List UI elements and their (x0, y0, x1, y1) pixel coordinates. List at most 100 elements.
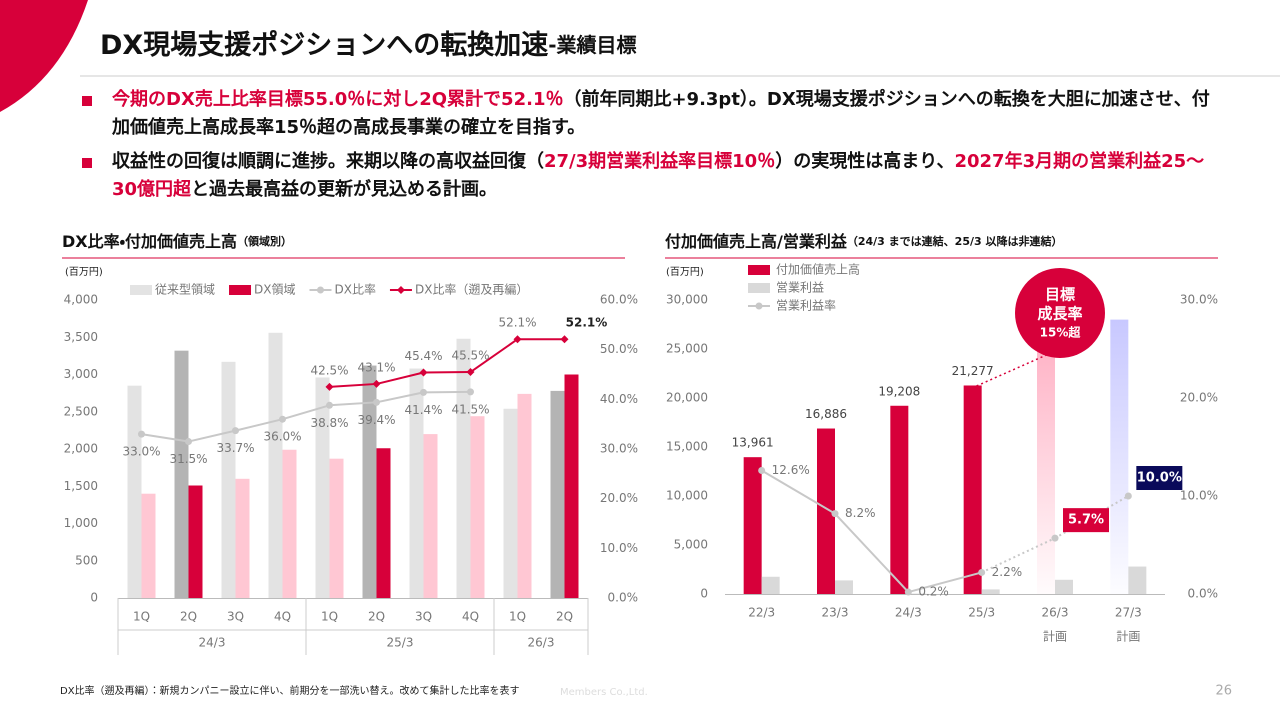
bar (1037, 344, 1055, 594)
line-segment (376, 391, 424, 404)
y-tick-label: 30,000 (666, 293, 708, 307)
bar-value-label: 13,961 (732, 436, 774, 450)
y-tick-label: 1,000 (64, 516, 98, 530)
line-segment (329, 401, 377, 407)
line-value-label: 0.2% (918, 585, 949, 599)
line-marker (1051, 534, 1059, 542)
bar (362, 365, 377, 598)
line-value-label: 36.0% (263, 430, 301, 444)
corner-decoration (0, 0, 88, 112)
legend-swatch (755, 302, 763, 310)
bar-value-label: 21,277 (952, 364, 994, 378)
group-label: 26/3 (528, 636, 555, 650)
line-value-label: 5.7% (1068, 513, 1104, 528)
line-value-label: 12.6% (772, 463, 810, 477)
bar (890, 405, 909, 594)
legend-label: DX比率（遡及再編） (415, 282, 528, 297)
line-segment (1054, 495, 1129, 540)
bar (1110, 319, 1129, 594)
bullet-text: ）の実現性は高まり、 (775, 151, 955, 172)
line-marker (904, 588, 912, 596)
bar (376, 448, 391, 598)
legend-label: 営業利益 (776, 281, 824, 295)
legend-swatch (229, 285, 252, 295)
line-marker (326, 401, 333, 409)
line-value-label: 43.1% (357, 360, 395, 374)
x-tick-label: 4Q (462, 610, 479, 624)
bar (409, 368, 424, 598)
bullet-text: （前年同期比+9.3pt）。DX現場支援ポジションへの転換を大胆に加速させ、付加… (112, 89, 1210, 138)
slide-title: DX現場支援ポジションへの転換加速-業績目標 (100, 30, 637, 61)
value-label-box (1063, 508, 1109, 533)
y2-tick-label: 30.0% (600, 442, 638, 456)
line-segment (188, 429, 236, 443)
bar (761, 576, 780, 594)
footnote: DX比率（遡及再編）：新規カンパニー設立に伴い、前期分を一部洗い替え。改めて集計… (60, 684, 520, 697)
bar (329, 458, 344, 598)
line-segment (141, 433, 189, 443)
y-tick-label: 1,500 (64, 479, 98, 493)
bar (564, 374, 579, 598)
line-marker (420, 388, 427, 396)
x-tick-note: 計画 (1116, 629, 1140, 644)
y-tick-label: 20,000 (666, 391, 708, 405)
y-axis-label: (百万円) (65, 266, 103, 278)
bar (315, 377, 330, 598)
line-value-label: 41.4% (404, 403, 442, 417)
y-tick-label: 0 (90, 591, 98, 605)
line-segment (761, 469, 836, 515)
bar (268, 332, 283, 598)
bar (1128, 566, 1147, 594)
line-marker (978, 568, 986, 576)
line-segment (469, 338, 519, 373)
legend-label: 付加価値売上高 (776, 262, 860, 277)
y-tick-label: 2,000 (64, 442, 98, 456)
y2-tick-label: 30.0% (1180, 293, 1218, 307)
bullets: 今期のDX売上比率目標55.0％に対し2Q累計で52.1％（前年同期比+9.3p… (82, 86, 1212, 210)
chart-title-main: 付加価値売上高/営業利益 (665, 232, 848, 251)
y2-tick-label: 10.0% (600, 541, 638, 555)
bar (221, 361, 236, 598)
legend-swatch (130, 285, 152, 295)
line-value-label: 2.2% (992, 565, 1023, 579)
legend-swatch (396, 286, 405, 294)
chart-title-note: （領域別） (237, 234, 292, 248)
y2-tick-label: 50.0% (600, 342, 638, 356)
bar (981, 589, 1000, 594)
line-marker (325, 382, 334, 391)
line-segment (834, 512, 910, 593)
annotation-text: 成長率 (1037, 305, 1082, 323)
line-marker (185, 438, 192, 446)
chart-title: DX比率・付加価値売上高（領域別） (62, 232, 292, 251)
y-tick-label: 5,000 (674, 538, 708, 552)
line-value-label: 45.4% (404, 349, 442, 363)
bar (188, 485, 203, 598)
line-marker (373, 398, 380, 406)
x-tick-label: 27/3 (1115, 606, 1142, 620)
y2-tick-label: 40.0% (600, 392, 638, 406)
annotation-text: 15%超 (1040, 325, 1082, 340)
value-label-box (1136, 466, 1183, 490)
bar (470, 416, 485, 598)
bullet-text: 2027年3月期の営業利益25～30億円超 (112, 151, 1205, 200)
x-tick-label: 2Q (556, 610, 573, 624)
bar-value-label: 19,208 (878, 384, 920, 398)
title-main: DX現場支援ポジションへの転換加速 (100, 30, 548, 61)
x-tick-label: 2Q (180, 610, 197, 624)
annotation-text: 目標 (1045, 286, 1075, 304)
bullet-text: 今期のDX売上比率目標55.0％に対し2Q累計で52.1％ (112, 89, 564, 110)
line-value-label: 52.1% (566, 316, 608, 330)
y2-tick-label: 10.0% (1180, 489, 1218, 503)
line-value-label: 33.0% (122, 445, 160, 459)
legend-label: 営業利益率 (776, 299, 836, 313)
bar (743, 457, 762, 594)
chart-title-note: （24/3 までは連結、25/3 以降は非連結） (847, 234, 1063, 248)
y-tick-label: 2,500 (64, 404, 98, 418)
line-value-label: 38.8% (310, 416, 348, 430)
y-tick-label: 4,000 (64, 293, 98, 307)
bullet: 今期のDX売上比率目標55.0％に対し2Q累計で52.1％（前年同期比+9.3p… (82, 86, 1212, 142)
line-value-label: 10.0% (1137, 471, 1182, 486)
line-marker (138, 430, 145, 438)
y-tick-label: 3,000 (64, 367, 98, 381)
